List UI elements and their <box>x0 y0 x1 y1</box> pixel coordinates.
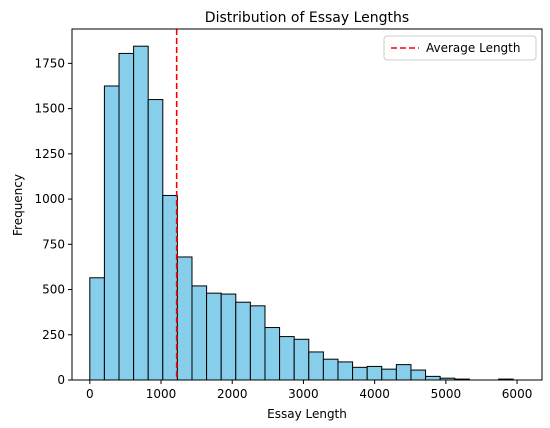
y-axis: 0 250 500 750 1000 1250 1500 1750 <box>34 56 72 387</box>
y-tick-label: 1000 <box>34 192 65 206</box>
x-tick-label: 6000 <box>502 387 533 401</box>
histogram-bar <box>425 375 441 381</box>
y-tick-label: 500 <box>42 283 65 297</box>
histogram-bar <box>249 305 266 381</box>
y-axis-label: Frequency <box>11 174 25 236</box>
histogram-bar <box>191 285 208 381</box>
y-tick-label: 750 <box>42 237 65 251</box>
y-tick-label: 1250 <box>34 147 65 161</box>
histogram-bar <box>103 85 120 381</box>
histogram-bar <box>381 368 397 381</box>
x-axis: 0 1000 2000 3000 4000 5000 6000 <box>86 380 532 401</box>
histogram-bar <box>264 327 281 381</box>
histogram-bar <box>118 52 135 381</box>
x-tick-label: 1000 <box>146 387 177 401</box>
plot-frame <box>71 28 543 381</box>
histogram-bar <box>220 293 237 381</box>
legend-box <box>383 35 537 61</box>
y-tick-label: 1750 <box>34 56 65 70</box>
x-axis-label: Essay Length <box>267 407 347 421</box>
histogram-bar <box>89 277 105 381</box>
histogram-bar <box>133 45 149 381</box>
histogram-bar <box>366 365 383 381</box>
x-tick-label: 4000 <box>359 387 390 401</box>
chart-title: Distribution of Essay Lengths <box>205 10 409 26</box>
x-tick-label: 2000 <box>217 387 248 401</box>
legend-label: Average Length <box>426 41 520 55</box>
y-tick-label: 0 <box>57 373 65 387</box>
legend: Average Length <box>383 35 537 61</box>
histogram-bar <box>147 99 164 381</box>
histogram-bar <box>410 369 427 381</box>
histogram-bar <box>206 292 222 381</box>
x-tick-label: 0 <box>86 387 94 401</box>
histogram-bar <box>279 336 295 381</box>
histogram-bar <box>322 358 339 381</box>
x-tick-label: 5000 <box>431 387 462 401</box>
y-tick-label: 250 <box>42 328 65 342</box>
histogram-bar <box>162 194 178 381</box>
histogram-bar <box>308 351 324 381</box>
x-tick-label: 3000 <box>288 387 319 401</box>
histogram-bar <box>337 361 354 381</box>
y-tick-label: 1500 <box>34 102 65 116</box>
histogram-bar <box>395 364 412 381</box>
histogram-bar <box>235 301 251 381</box>
bars-group <box>89 45 514 381</box>
histogram-bar <box>352 366 368 381</box>
histogram-bar <box>293 338 310 381</box>
histogram-bar <box>176 256 193 381</box>
